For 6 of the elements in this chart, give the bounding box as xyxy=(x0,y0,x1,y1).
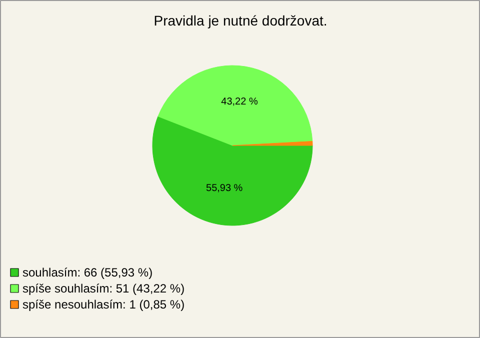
legend-label: spíše nesouhlasím: 1 (0,85 %) xyxy=(22,298,185,312)
legend-label: souhlasím: 66 (55,93 %) xyxy=(22,266,153,280)
chart-title: Pravidla je nutné dodržovat. xyxy=(154,12,328,28)
data-label: 43,22 % xyxy=(221,96,258,108)
data-label: 55,93 % xyxy=(206,183,243,194)
legend-label: spíše souhlasím: 51 (43,22 %) xyxy=(22,282,185,296)
